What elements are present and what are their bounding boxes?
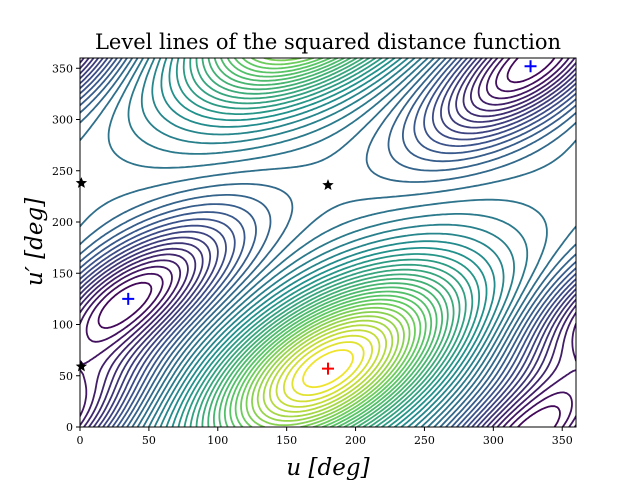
plot-frame xyxy=(79,57,577,428)
contour-level-14 xyxy=(218,58,438,427)
y-tick-label: 0 xyxy=(66,421,73,434)
saddle-star-marker xyxy=(75,177,88,188)
contour-level-8 xyxy=(251,311,405,427)
contour-level-3 xyxy=(283,334,373,403)
x-tick-label: 100 xyxy=(207,434,228,447)
x-tick-label: 0 xyxy=(77,434,84,447)
x-tick-label: 200 xyxy=(345,434,366,447)
contour-lines xyxy=(80,58,576,427)
contour-level-17 xyxy=(201,58,455,427)
contour-level-39 xyxy=(80,58,576,427)
contour-level-18 xyxy=(195,58,461,427)
contour-level-2 xyxy=(291,341,365,396)
maximum-marker xyxy=(122,292,135,305)
y-tick-label: 250 xyxy=(52,165,73,178)
contour-level-30 xyxy=(80,58,576,427)
y-axis-label: u′ [deg] xyxy=(22,198,48,286)
y-tick-label: 150 xyxy=(52,267,73,280)
contour-level-42 xyxy=(85,58,573,427)
contour-level-1 xyxy=(302,349,354,389)
contour-level-37 xyxy=(80,58,576,427)
y-tick-label: 100 xyxy=(52,319,73,332)
contour-level-28 xyxy=(80,58,576,427)
x-tick-label: 300 xyxy=(483,434,504,447)
contour-level-16 xyxy=(207,58,449,427)
contour-level-41 xyxy=(80,58,576,427)
y-tick-label: 300 xyxy=(52,114,73,127)
maximum-marker xyxy=(524,60,537,73)
contour-level-7 xyxy=(256,315,400,422)
contour-level-13 xyxy=(223,58,433,427)
contour-level-21 xyxy=(175,58,480,427)
contour-level-5 xyxy=(269,324,387,413)
contour-level-20 xyxy=(182,58,474,427)
contour-level-33 xyxy=(80,58,576,427)
y-tick-label: 200 xyxy=(52,216,73,229)
x-tick-label: 350 xyxy=(552,434,573,447)
y-axis: 0 50 100 150 200 250 300 350 xyxy=(52,62,80,434)
saddle-star-marker xyxy=(322,179,334,190)
contour-level-26 xyxy=(127,58,529,427)
x-axis-label: u [deg] xyxy=(286,455,369,480)
x-tick-label: 50 xyxy=(142,434,156,447)
contour-level-19 xyxy=(189,58,467,427)
contour-level-22 xyxy=(168,58,488,427)
contour-level-11 xyxy=(234,58,422,427)
contour-level-9 xyxy=(245,58,411,427)
x-tick-label: 150 xyxy=(276,434,297,447)
contour-level-35 xyxy=(80,58,576,427)
contour-level-12 xyxy=(229,58,427,427)
contour-level-6 xyxy=(262,319,394,418)
contour-level-15 xyxy=(213,58,444,427)
contour-level-25 xyxy=(140,58,515,427)
contour-level-43 xyxy=(97,58,561,427)
saddle-star-marker xyxy=(75,360,88,372)
chart-title: Level lines of the squared distance func… xyxy=(95,30,561,54)
y-tick-label: 350 xyxy=(52,62,73,75)
y-tick-label: 50 xyxy=(59,370,73,383)
contour-level-4 xyxy=(275,329,381,408)
contour-level-10 xyxy=(240,58,416,427)
x-axis: 0 50 100 150 200 250 300 350 xyxy=(77,427,573,447)
minimum-marker xyxy=(322,362,334,375)
contour-level-27 xyxy=(107,58,548,427)
contour-level-31 xyxy=(80,58,576,427)
critical-point-markers xyxy=(75,60,537,375)
x-tick-label: 250 xyxy=(414,434,435,447)
